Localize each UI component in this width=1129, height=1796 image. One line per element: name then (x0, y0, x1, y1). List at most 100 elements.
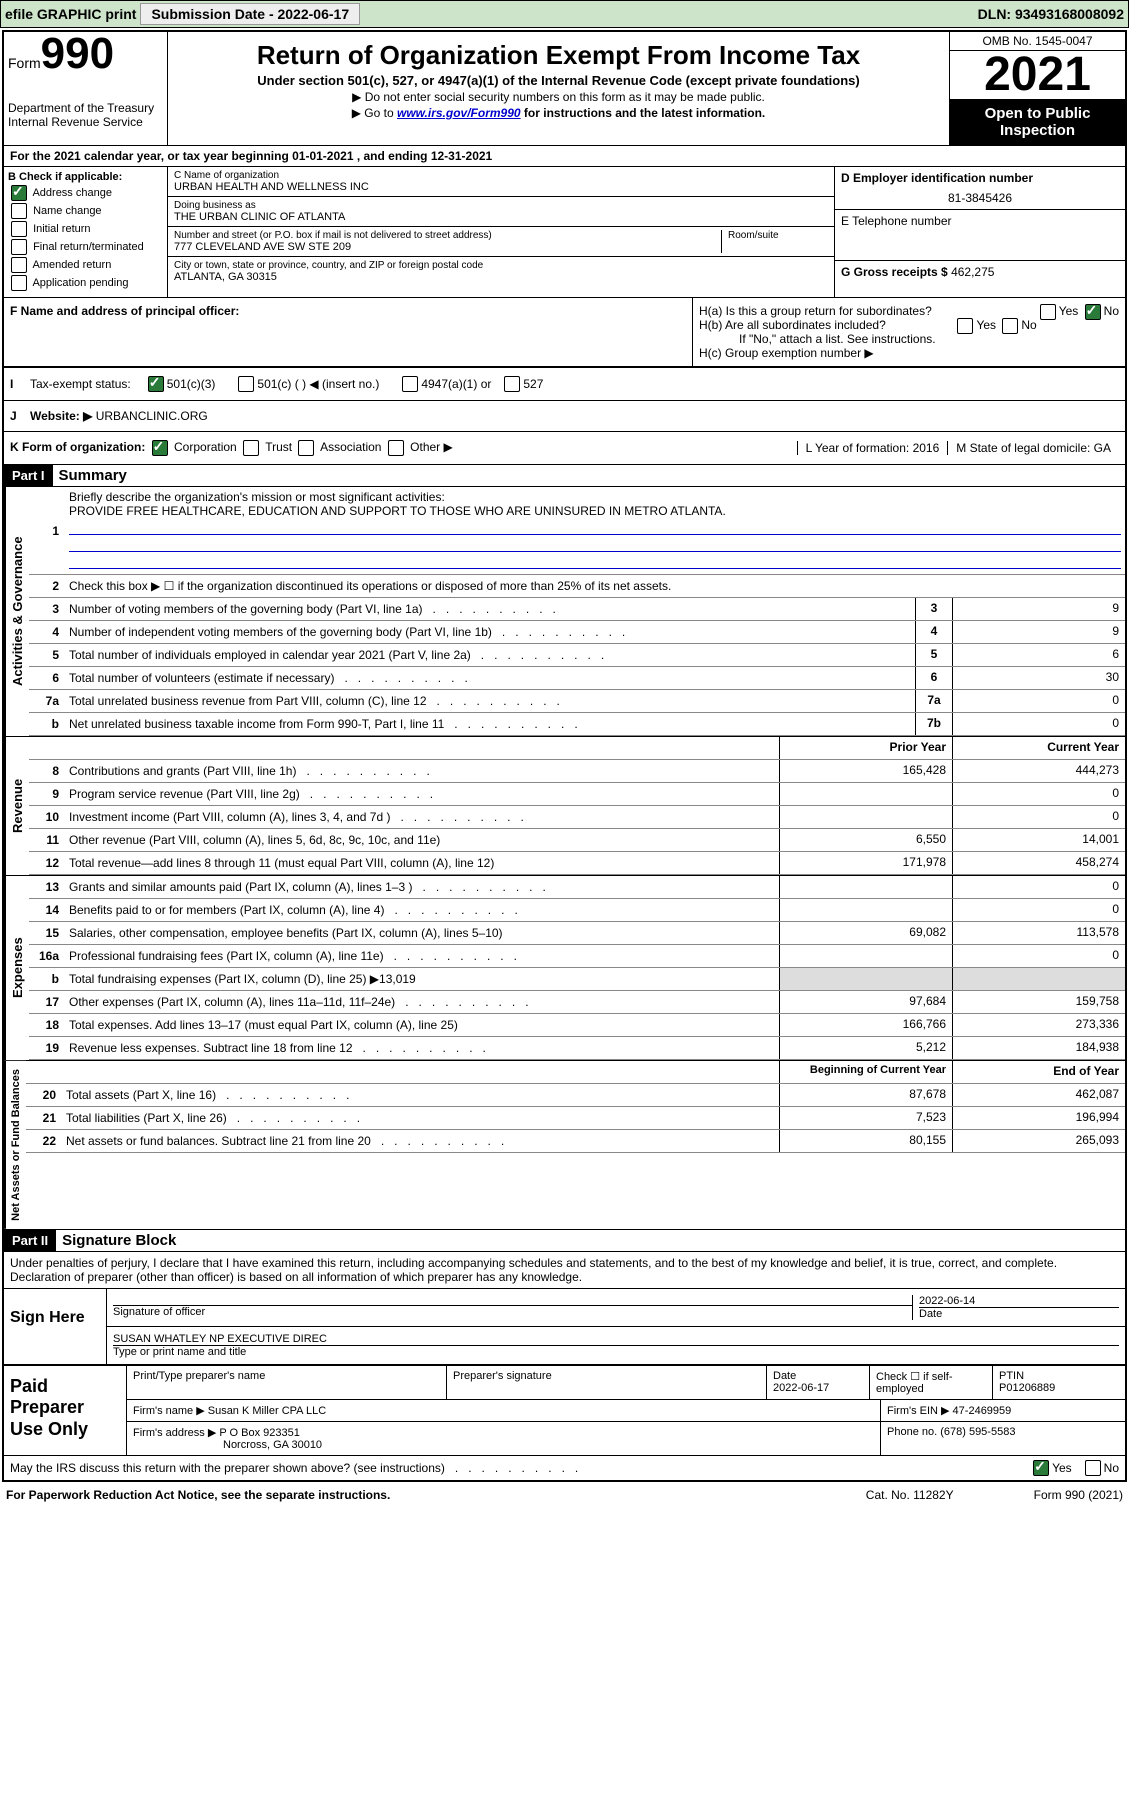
room-hint: Room/suite (728, 230, 828, 241)
l22-current: 265,093 (952, 1130, 1125, 1152)
chk-name-change[interactable] (11, 203, 27, 219)
chk-association[interactable] (298, 440, 314, 456)
l17-label: Other expenses (Part IX, column (A), lin… (65, 992, 779, 1012)
efile-label[interactable]: efile GRAPHIC print (5, 6, 136, 22)
org-name: URBAN HEALTH AND WELLNESS INC (174, 181, 828, 193)
chk-application-pending[interactable] (11, 275, 27, 291)
addr-hint: Number and street (or P.O. box if mail i… (174, 230, 721, 241)
l3-label: Number of voting members of the governin… (65, 599, 915, 619)
section-c-org-info: C Name of organization URBAN HEALTH AND … (168, 167, 834, 297)
sidelabel-governance: Activities & Governance (4, 487, 29, 736)
l20-current: 462,087 (952, 1084, 1125, 1106)
hb-label: H(b) Are all subordinates included? (699, 318, 886, 332)
l17-prior: 97,684 (779, 991, 952, 1013)
chk-hb-yes[interactable] (957, 318, 973, 334)
lbl-address-change: Address change (32, 187, 112, 199)
l19-label: Revenue less expenses. Subtract line 18 … (65, 1038, 779, 1058)
ein-value: 81-3845426 (841, 191, 1119, 205)
goto-prefix: ▶ Go to (352, 106, 397, 120)
ein-label: D Employer identification number (841, 171, 1119, 185)
l8-current: 444,273 (952, 760, 1125, 782)
l18-label: Total expenses. Add lines 13–17 (must eq… (65, 1015, 779, 1035)
l6-label: Total number of volunteers (estimate if … (65, 668, 915, 688)
part2-title: Signature Block (62, 1232, 176, 1249)
website-row: J Website: ▶ URBANCLINIC.ORG (4, 401, 1125, 432)
prep-date-hint: Date (773, 1370, 796, 1382)
lbl-initial-return: Initial return (33, 223, 90, 235)
chk-4947[interactable] (402, 376, 418, 392)
tax-year: 2021 (950, 51, 1125, 99)
chk-hb-no[interactable] (1002, 318, 1018, 334)
lbl-501c: 501(c) ( ) ◀ (insert no.) (257, 377, 379, 391)
l7b-value: 0 (952, 713, 1125, 735)
chk-other[interactable] (388, 440, 404, 456)
chk-trust[interactable] (243, 440, 259, 456)
chk-ha-yes[interactable] (1040, 304, 1056, 320)
l8-prior: 165,428 (779, 760, 952, 782)
paid-preparer-label: Paid Preparer Use Only (4, 1366, 126, 1455)
l1-label: Briefly describe the organization's miss… (69, 490, 445, 504)
dba-hint: Doing business as (174, 200, 828, 211)
lbl-amended-return: Amended return (32, 259, 111, 271)
form-of-org-row: K Form of organization: Corporation Trus… (10, 440, 797, 456)
chk-ha-no[interactable] (1085, 304, 1101, 320)
chk-501c3[interactable] (148, 376, 164, 392)
cat-number: Cat. No. 11282Y (866, 1488, 954, 1502)
section-a-taxyear: For the 2021 calendar year, or tax year … (4, 146, 1125, 167)
chk-amended-return[interactable] (11, 257, 27, 273)
l2-label: Check this box ▶ ☐ if the organization d… (65, 576, 1125, 596)
chk-501c[interactable] (238, 376, 254, 392)
section-h: H(a) Is this a group return for subordin… (692, 298, 1125, 366)
chk-527[interactable] (504, 376, 520, 392)
lbl-name-change: Name change (33, 205, 102, 217)
phone-label: E Telephone number (841, 214, 1119, 228)
pra-notice: For Paperwork Reduction Act Notice, see … (6, 1488, 390, 1502)
l15-current: 113,578 (952, 922, 1125, 944)
city-state-zip: ATLANTA, GA 30315 (174, 271, 828, 283)
website-value: URBANCLINIC.ORG (96, 409, 208, 423)
hdr-boy: Beginning of Current Year (779, 1061, 952, 1083)
open-to-public: Open to Public Inspection (950, 99, 1125, 145)
gross-receipts-value: 462,275 (951, 265, 994, 279)
lbl-discuss-no: No (1104, 1461, 1119, 1475)
l16a-label: Professional fundraising fees (Part IX, … (65, 946, 779, 966)
l12-prior: 171,978 (779, 852, 952, 874)
chk-final-return[interactable] (11, 239, 27, 255)
chk-address-change[interactable] (11, 185, 27, 201)
l10-label: Investment income (Part VIII, column (A)… (65, 807, 779, 827)
form-footer: Form 990 (2021) (1034, 1488, 1123, 1502)
l21-label: Total liabilities (Part X, line 26) (62, 1108, 779, 1128)
submission-date-button[interactable]: Submission Date - 2022-06-17 (140, 3, 360, 25)
b-title: B Check if applicable: (8, 171, 163, 183)
lbl-no: No (1104, 304, 1119, 318)
hc-label: H(c) Group exemption number ▶ (699, 346, 1119, 360)
state-domicile: M State of legal domicile: GA (947, 441, 1119, 455)
form-header: Form990 Department of the Treasury Inter… (4, 32, 1125, 146)
l11-current: 14,001 (952, 829, 1125, 851)
l16a-current: 0 (952, 945, 1125, 967)
lbl-no2: No (1021, 318, 1036, 332)
chk-initial-return[interactable] (11, 221, 27, 237)
chk-discuss-no[interactable] (1085, 1460, 1101, 1476)
year-formation: L Year of formation: 2016 (797, 441, 948, 455)
officer-name-hint: Type or print name and title (113, 1346, 1119, 1358)
principal-officer-label: F Name and address of principal officer: (10, 304, 686, 318)
tax-exempt-status-row: I Tax-exempt status: 501(c)(3) 501(c) ( … (4, 367, 1125, 401)
irs-link[interactable]: www.irs.gov/Form990 (397, 106, 521, 120)
street-address: 777 CLEVELAND AVE SW STE 209 (174, 241, 721, 253)
form-number: 990 (41, 29, 114, 78)
dln-label: DLN: 93493168008092 (978, 6, 1124, 22)
ptin-value: P01206889 (999, 1382, 1055, 1394)
l1-value: PROVIDE FREE HEALTHCARE, EDUCATION AND S… (69, 504, 726, 518)
chk-corporation[interactable] (152, 440, 168, 456)
l9-current: 0 (952, 783, 1125, 805)
hb-note: If "No," attach a list. See instructions… (699, 332, 1119, 346)
chk-discuss-yes[interactable] (1033, 1460, 1049, 1476)
l19-current: 184,938 (952, 1037, 1125, 1059)
sidelabel-expenses: Expenses (4, 876, 29, 1060)
l5-label: Total number of individuals employed in … (65, 645, 915, 665)
tax-status-label: Tax-exempt status: (30, 377, 131, 391)
l3-value: 9 (952, 598, 1125, 620)
part1-title: Summary (59, 467, 127, 484)
l6-value: 30 (952, 667, 1125, 689)
